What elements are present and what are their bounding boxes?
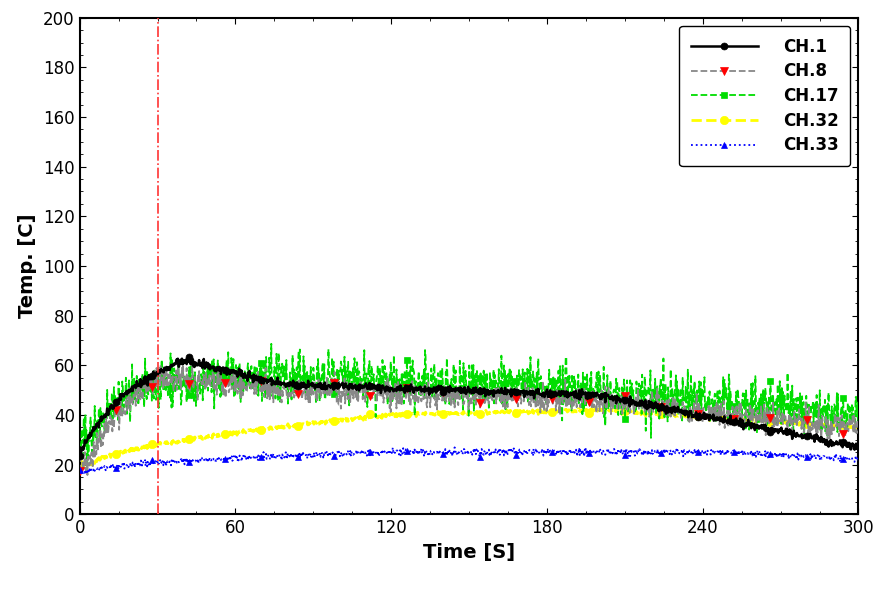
CH.8 xyxy=(167,373,178,380)
CH.17 xyxy=(81,460,92,467)
Line: CH.8: CH.8 xyxy=(75,361,862,479)
CH.8 xyxy=(82,472,93,479)
Line: CH.17: CH.17 xyxy=(76,340,862,467)
CH.32 xyxy=(587,405,597,412)
CH.17 xyxy=(135,388,146,395)
Line: CH.1: CH.1 xyxy=(76,354,862,460)
CH.17 xyxy=(405,391,416,398)
CH.33 xyxy=(421,449,432,456)
CH.33 xyxy=(166,459,177,466)
CH.1 xyxy=(518,389,528,397)
CH.33 xyxy=(518,450,528,457)
CH.8 xyxy=(519,398,529,405)
CH.32 xyxy=(405,411,416,418)
CH.32 xyxy=(853,424,864,431)
CH.17 xyxy=(519,380,529,387)
CH.32 xyxy=(518,408,528,415)
CH.32 xyxy=(435,413,446,420)
CH.32 xyxy=(421,411,432,418)
CH.17 xyxy=(166,357,177,364)
Y-axis label: Temp. [C]: Temp. [C] xyxy=(19,214,37,318)
CH.1 xyxy=(405,383,416,390)
CH.8 xyxy=(422,404,433,411)
CH.32 xyxy=(135,443,146,450)
CH.33 xyxy=(580,444,590,451)
CH.32 xyxy=(74,460,85,467)
CH.8 xyxy=(74,468,85,475)
Line: CH.33: CH.33 xyxy=(76,444,862,478)
CH.8 xyxy=(156,362,166,369)
CH.8 xyxy=(435,389,446,397)
CH.17 xyxy=(266,340,277,348)
CH.1 xyxy=(421,387,432,394)
CH.32 xyxy=(78,463,88,470)
CH.1 xyxy=(853,443,864,450)
CH.33 xyxy=(135,461,146,468)
CH.17 xyxy=(422,379,433,387)
CH.8 xyxy=(135,396,146,403)
CH.1 xyxy=(183,354,194,361)
X-axis label: Time [S]: Time [S] xyxy=(423,543,515,561)
CH.32 xyxy=(166,438,177,445)
CH.17 xyxy=(435,395,446,402)
CH.33 xyxy=(74,467,85,474)
CH.33 xyxy=(81,470,92,478)
CH.17 xyxy=(853,419,864,426)
CH.8 xyxy=(405,394,416,401)
CH.1 xyxy=(74,453,85,460)
CH.33 xyxy=(853,457,864,465)
CH.33 xyxy=(435,448,446,455)
CH.8 xyxy=(853,421,864,428)
CH.1 xyxy=(166,363,177,370)
Line: CH.32: CH.32 xyxy=(75,404,862,471)
Legend: CH.1, CH.8, CH.17, CH.32, CH.33: CH.1, CH.8, CH.17, CH.32, CH.33 xyxy=(680,26,850,166)
CH.1 xyxy=(435,385,446,392)
CH.33 xyxy=(405,449,416,456)
CH.1 xyxy=(135,380,145,387)
CH.17 xyxy=(74,451,85,458)
